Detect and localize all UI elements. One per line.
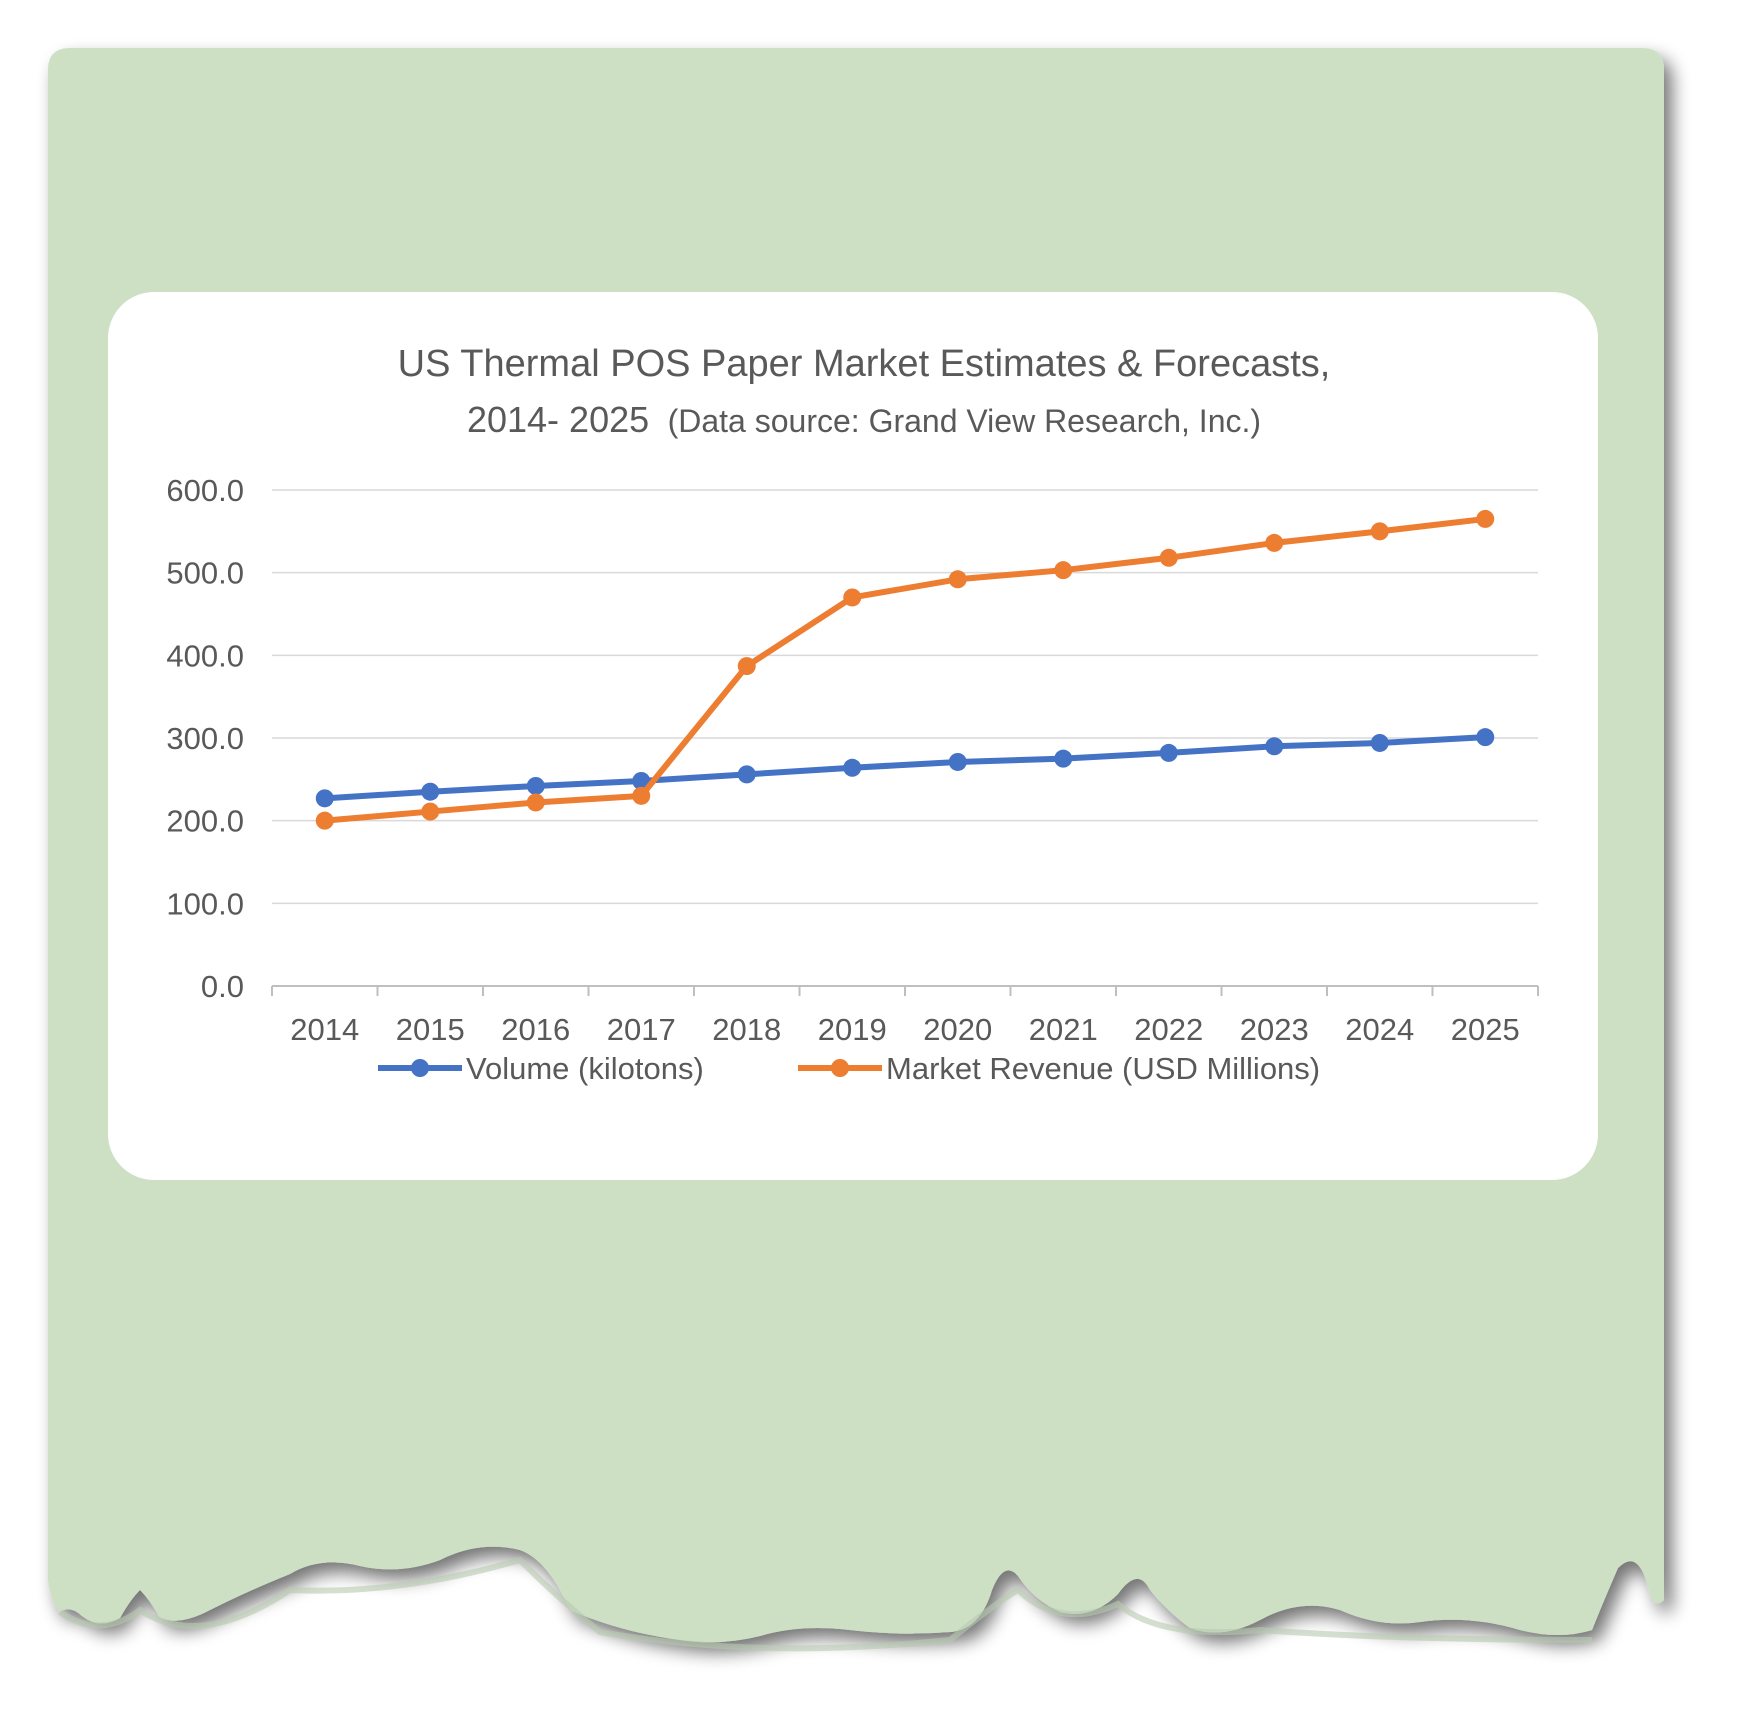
- y-tick-label: 400.0: [166, 638, 244, 673]
- chart-title-line2: 2014- 2025 (Data source: Grand View Rese…: [467, 399, 1261, 440]
- chart-card: US Thermal POS Paper Market Estimates & …: [108, 292, 1598, 1180]
- legend-label: Volume (kilotons): [466, 1051, 704, 1086]
- data-series: [315, 509, 1495, 830]
- data-point: [315, 789, 334, 808]
- x-axis: [271, 985, 1539, 996]
- data-point: [315, 811, 334, 830]
- x-tick-label: 2018: [712, 1012, 781, 1047]
- data-point: [843, 758, 862, 777]
- data-point: [1265, 533, 1284, 552]
- legend-label: Market Revenue (USD Millions): [886, 1051, 1320, 1086]
- data-point: [1476, 728, 1495, 747]
- y-tick-label: 500.0: [166, 556, 244, 591]
- y-tick-label: 200.0: [166, 804, 244, 839]
- y-tick-label: 300.0: [166, 721, 244, 756]
- data-point: [1476, 509, 1495, 528]
- data-point: [1159, 743, 1178, 762]
- data-point: [421, 802, 440, 821]
- gridlines: [272, 489, 1538, 905]
- x-tick-label: 2022: [1134, 1012, 1203, 1047]
- data-point: [421, 782, 440, 801]
- x-tick-label: 2017: [607, 1012, 676, 1047]
- x-tick-label: 2025: [1451, 1012, 1520, 1047]
- data-point: [948, 752, 967, 771]
- chart-title-years: 2014- 2025: [467, 399, 649, 440]
- legend-item: Volume (kilotons): [378, 1051, 704, 1086]
- series-2: [315, 509, 1495, 830]
- x-axis-tick-labels: 2014 2015 2016 2017 2018 2019 2020 2021 2022 2023…: [290, 1012, 1519, 1047]
- series-line: [321, 515, 1489, 824]
- data-point: [737, 765, 756, 784]
- data-point: [1370, 522, 1389, 541]
- data-point: [1265, 737, 1284, 756]
- x-tick-label: 2016: [501, 1012, 570, 1047]
- data-point: [948, 570, 967, 589]
- data-point: [1054, 561, 1073, 580]
- data-point: [526, 776, 545, 795]
- data-point: [1370, 733, 1389, 752]
- data-point: [843, 588, 862, 607]
- y-tick-label: 0.0: [201, 969, 244, 1004]
- data-point: [632, 771, 651, 790]
- data-point: [737, 657, 756, 676]
- y-tick-label: 100.0: [166, 886, 244, 921]
- data-point: [526, 793, 545, 812]
- y-axis-tick-labels: 0.0 100.0 200.0 300.0 400.0 500.0 600.0: [166, 473, 244, 1004]
- torn-edge-shade: [58, 1556, 1593, 1652]
- chart-title-line1: US Thermal POS Paper Market Estimates & …: [398, 343, 1331, 385]
- line-chart: US Thermal POS Paper Market Estimates & …: [166, 343, 1539, 1086]
- x-tick-label: 2014: [290, 1012, 359, 1047]
- legend: Volume (kilotons) Market Revenue (USD Mil…: [378, 1051, 1320, 1086]
- series-1: [315, 728, 1495, 808]
- data-point: [632, 786, 651, 805]
- data-point: [1159, 548, 1178, 567]
- legend-swatch-marker: [831, 1059, 849, 1077]
- series-line: [321, 734, 1489, 802]
- x-tick-label: 2021: [1029, 1012, 1098, 1047]
- legend-item: Market Revenue (USD Millions): [798, 1051, 1320, 1086]
- x-tick-label: 2020: [923, 1012, 992, 1047]
- chart-title-source: (Data source: Grand View Research, Inc.): [668, 403, 1261, 439]
- x-tick-label: 2015: [396, 1012, 465, 1047]
- legend-swatch-marker: [411, 1059, 429, 1077]
- data-point: [1054, 749, 1073, 768]
- x-tick-label: 2024: [1345, 1012, 1414, 1047]
- x-tick-label: 2023: [1240, 1012, 1309, 1047]
- x-tick-label: 2019: [818, 1012, 887, 1047]
- y-tick-label: 600.0: [166, 473, 244, 508]
